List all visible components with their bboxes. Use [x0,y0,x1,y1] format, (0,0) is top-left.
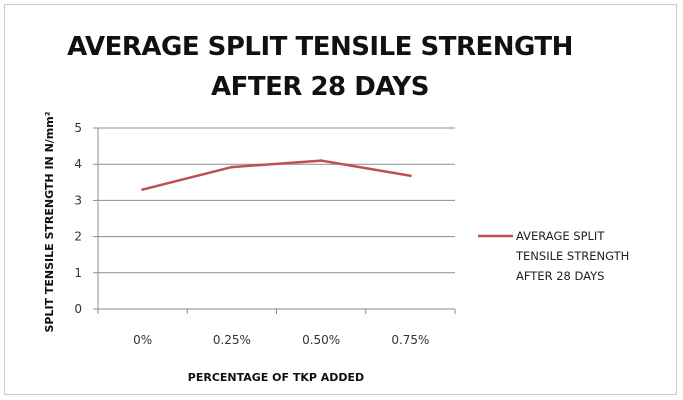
x-tick-label-0: 0% [133,333,152,347]
y-tick-label-0: 0 [74,302,82,316]
axes [93,127,456,314]
gridlines [98,127,455,274]
x-tick-labels: 0% 0.25% 0.50% 0.75% [133,333,429,347]
y-tick-label-2: 2 [74,230,82,244]
data-point-0-0 [141,188,144,191]
chart-title-line-1: AVERAGE SPLIT TENSILE STRENGTH [67,32,573,62]
data-point-0-3 [409,174,412,178]
legend: AVERAGE SPLIT TENSILE STRENGTH AFTER 28 DA… [478,229,629,283]
y-axis-label: SPLIT TENSILE STRENGTH IN N/mm² [43,111,56,332]
chart-frame [4,4,677,395]
y-tick-label-4: 4 [74,157,82,171]
legend-label-line-0: AVERAGE SPLIT [516,229,605,243]
y-tick-label-5: 5 [74,121,82,135]
chart-title-line-2: AFTER 28 DAYS [211,72,429,102]
y-tick-label-1: 1 [74,266,82,280]
legend-label-line-2: AFTER 28 DAYS [516,269,604,283]
x-tick-label-2: 0.50% [302,333,340,347]
x-tick-label-3: 0.75% [391,333,429,347]
legend-label-line-1: TENSILE STRENGTH [515,249,629,263]
data-point-0-1 [230,165,234,169]
y-tick-label-3: 3 [74,193,82,207]
series-line-0 [142,159,411,191]
x-axis-label: PERCENTAGE OF TKP ADDED [188,371,364,384]
series-lines [141,159,412,191]
data-point-0-2 [319,159,323,162]
y-tick-labels: 0 1 2 3 4 5 [74,121,82,316]
x-tick-label-1: 0.25% [213,333,251,347]
